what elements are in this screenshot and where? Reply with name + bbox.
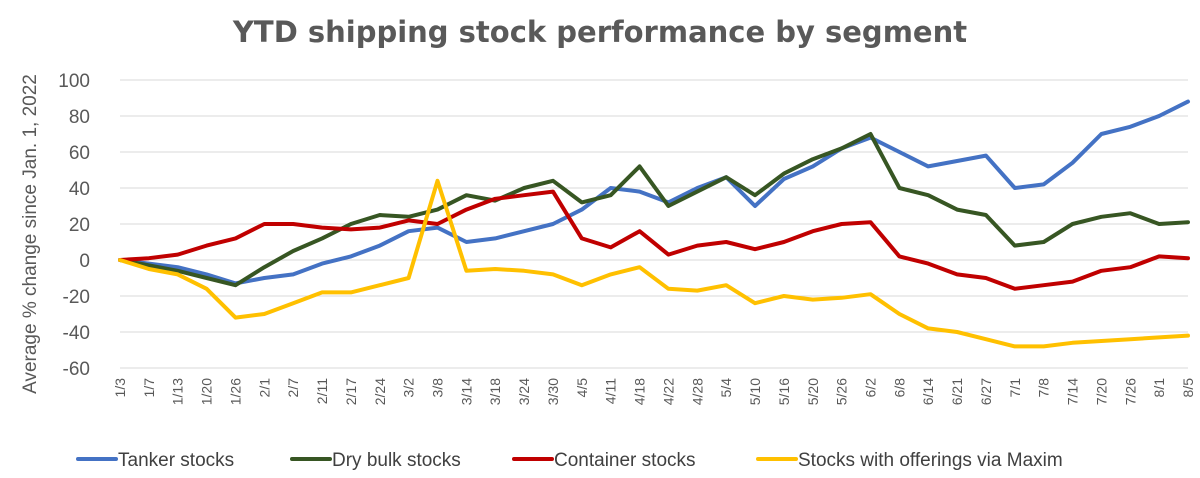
y-tick-label: -20 xyxy=(63,287,90,308)
x-tick-label: 1/13 xyxy=(170,378,186,405)
x-tick-label: 6/21 xyxy=(949,378,965,405)
x-tick-label: 1/3 xyxy=(112,378,128,398)
x-tick-label: 6/27 xyxy=(978,378,994,405)
x-tick-label: 7/8 xyxy=(1036,378,1052,398)
series-line-3 xyxy=(118,178,1190,349)
y-tick-label: 100 xyxy=(58,71,90,92)
y-axis-ticks: 100 80 60 40 20 0 -20 -40 -60 xyxy=(58,71,90,380)
x-tick-label: 1/20 xyxy=(199,378,215,405)
x-tick-label: 4/18 xyxy=(632,378,648,405)
y-tick-label: -60 xyxy=(63,359,90,380)
x-tick-label: 2/17 xyxy=(343,378,359,405)
y-tick-label: 60 xyxy=(69,143,90,164)
chart-title: YTD shipping stock performance by segmen… xyxy=(232,15,967,49)
legend-label-3: Stocks with offerings via Maxim xyxy=(798,450,1063,471)
x-tick-label: 4/5 xyxy=(574,378,590,398)
x-tick-label: 4/11 xyxy=(603,378,619,404)
legend: Tanker stocks Dry bulk stocks Container st… xyxy=(76,450,1063,471)
series-line-0 xyxy=(118,99,1190,286)
legend-label-2: Container stocks xyxy=(554,450,696,471)
series-lines xyxy=(118,99,1190,349)
x-tick-label: 7/20 xyxy=(1093,378,1109,405)
x-tick-label: 2/7 xyxy=(285,378,301,398)
x-tick-label: 5/20 xyxy=(805,378,821,405)
x-tick-label: 5/4 xyxy=(718,378,734,398)
y-axis-label: Average % change since Jan. 1, 2022 xyxy=(20,74,41,394)
y-tick-label: 40 xyxy=(69,179,90,200)
legend-label-0: Tanker stocks xyxy=(118,450,234,471)
x-tick-label: 3/2 xyxy=(401,378,417,398)
x-tick-label: 8/5 xyxy=(1180,378,1196,398)
x-tick-label: 8/1 xyxy=(1151,378,1167,398)
x-tick-label: 2/24 xyxy=(372,378,388,405)
x-tick-label: 5/16 xyxy=(776,378,792,405)
x-tick-label: 6/8 xyxy=(891,378,907,398)
x-axis-ticks: 1/3 1/7 1/13 1/20 1/26 2/1 2/7 2/11 2/17 2/24 3/2 3… xyxy=(112,378,1196,405)
x-tick-label: 3/8 xyxy=(430,378,446,398)
y-tick-label: -40 xyxy=(63,323,90,344)
x-tick-label: 6/14 xyxy=(920,378,936,405)
x-tick-label: 4/28 xyxy=(689,378,705,405)
y-tick-label: 0 xyxy=(79,251,90,272)
x-tick-label: 7/1 xyxy=(1007,378,1023,398)
x-tick-label: 5/26 xyxy=(834,378,850,405)
x-tick-label: 3/24 xyxy=(516,378,532,405)
x-tick-label: 3/18 xyxy=(487,378,503,405)
x-tick-label: 1/7 xyxy=(141,378,157,398)
series-line-1 xyxy=(118,132,1190,288)
x-tick-label: 2/1 xyxy=(256,378,272,398)
y-tick-label: 80 xyxy=(69,107,90,128)
x-tick-label: 7/14 xyxy=(1065,378,1081,405)
x-tick-label: 3/14 xyxy=(458,378,474,405)
x-tick-label: 7/26 xyxy=(1122,378,1138,405)
x-tick-label: 1/26 xyxy=(227,378,243,405)
series-line-2 xyxy=(118,189,1190,291)
x-tick-label: 6/2 xyxy=(862,378,878,398)
x-tick-label: 2/11 xyxy=(314,378,330,404)
x-tick-label: 4/22 xyxy=(660,378,676,405)
x-tick-label: 5/10 xyxy=(747,378,763,405)
legend-label-1: Dry bulk stocks xyxy=(332,450,461,471)
x-tick-label: 3/30 xyxy=(545,378,561,405)
y-tick-label: 20 xyxy=(69,215,90,236)
